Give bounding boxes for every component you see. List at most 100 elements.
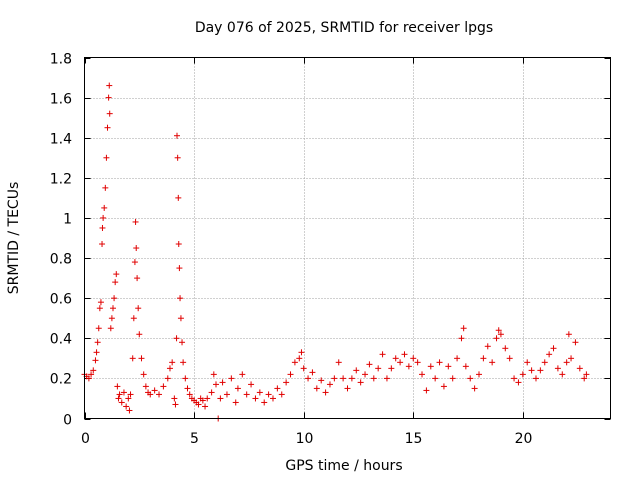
data-point — [210, 371, 217, 378]
data-point — [223, 391, 230, 398]
data-point — [353, 367, 360, 374]
y-tick-label: 1.2 — [50, 172, 72, 188]
data-point — [269, 395, 276, 402]
data-point — [458, 335, 465, 342]
data-point — [107, 325, 114, 332]
data-point — [274, 385, 281, 392]
data-point — [362, 371, 369, 378]
data-point — [105, 94, 112, 101]
data-point — [169, 359, 176, 366]
data-point — [476, 371, 482, 378]
plot-frame — [84, 57, 611, 419]
data-point — [176, 265, 183, 272]
data-point — [467, 375, 474, 382]
data-point — [93, 349, 100, 356]
data-point — [454, 355, 461, 362]
data-point — [112, 279, 119, 286]
y-tick-label: 0.2 — [50, 372, 72, 388]
data-point — [175, 241, 182, 248]
data-point — [427, 363, 434, 370]
data-point — [322, 389, 329, 396]
data-point — [133, 245, 140, 252]
data-point — [173, 335, 180, 342]
data-point — [502, 345, 509, 352]
data-point — [248, 381, 255, 388]
data-point — [462, 363, 469, 370]
data-point — [234, 385, 241, 392]
data-point — [261, 399, 268, 406]
data-point — [414, 359, 421, 366]
data-point — [344, 385, 351, 392]
data-point — [100, 214, 107, 221]
y-tick-label: 0.6 — [50, 292, 72, 308]
data-point — [103, 154, 110, 161]
data-point — [85, 375, 92, 382]
data-point — [175, 194, 182, 201]
data-point — [375, 365, 382, 372]
data-point — [156, 391, 163, 398]
data-point — [116, 391, 123, 398]
data-point — [383, 375, 390, 382]
data-point — [340, 375, 347, 382]
data-point — [392, 355, 399, 362]
data-point — [537, 367, 544, 374]
data-point — [305, 375, 312, 382]
x-tick-label: 0 — [81, 431, 90, 447]
data-point — [583, 371, 590, 378]
data-point — [581, 375, 588, 382]
x-tick-label: 5 — [190, 431, 199, 447]
data-point — [131, 259, 138, 266]
data-point — [326, 381, 333, 388]
data-point — [243, 391, 250, 398]
data-point — [96, 305, 103, 312]
data-point — [550, 345, 557, 352]
data-point — [111, 295, 118, 302]
data-point — [130, 315, 137, 322]
data-point — [495, 327, 502, 334]
data-point — [563, 359, 570, 366]
data-point — [554, 365, 561, 372]
data-point — [370, 375, 377, 382]
data-point — [174, 154, 181, 161]
data-point — [88, 371, 95, 378]
data-point — [576, 365, 583, 372]
x-tick-label: 15 — [405, 431, 423, 447]
data-point — [135, 305, 142, 312]
data-point — [113, 271, 120, 278]
data-point — [213, 381, 219, 388]
data-point — [115, 395, 122, 402]
data-point — [559, 371, 566, 378]
data-point — [532, 375, 539, 382]
data-point — [228, 375, 235, 382]
data-point — [106, 82, 113, 89]
data-point — [497, 331, 504, 338]
data-point — [515, 379, 522, 386]
data-point — [436, 359, 443, 366]
data-point — [92, 357, 99, 364]
data-point — [114, 383, 121, 390]
data-point — [410, 355, 417, 362]
data-point — [318, 377, 325, 384]
data-point — [186, 391, 193, 398]
data-point — [331, 375, 338, 382]
data-point — [493, 335, 500, 342]
x-tick-label: 20 — [515, 431, 533, 447]
data-point — [511, 375, 518, 382]
y-tick-label: 1 — [63, 212, 72, 228]
data-point — [109, 305, 116, 312]
data-point — [489, 359, 496, 366]
data-point — [528, 367, 535, 374]
data-point — [106, 110, 113, 117]
data-point — [138, 355, 145, 362]
data-point — [123, 403, 130, 410]
x-tick-label: 10 — [296, 431, 314, 447]
data-point — [208, 389, 215, 396]
data-point — [357, 379, 364, 386]
data-point — [287, 371, 294, 378]
data-point — [182, 375, 189, 382]
data-point — [120, 389, 127, 396]
chart-title: Day 076 of 2025, SRMTID for receiver lpg… — [195, 20, 493, 36]
data-point — [379, 351, 386, 358]
data-point — [256, 389, 263, 396]
data-point — [172, 401, 179, 408]
